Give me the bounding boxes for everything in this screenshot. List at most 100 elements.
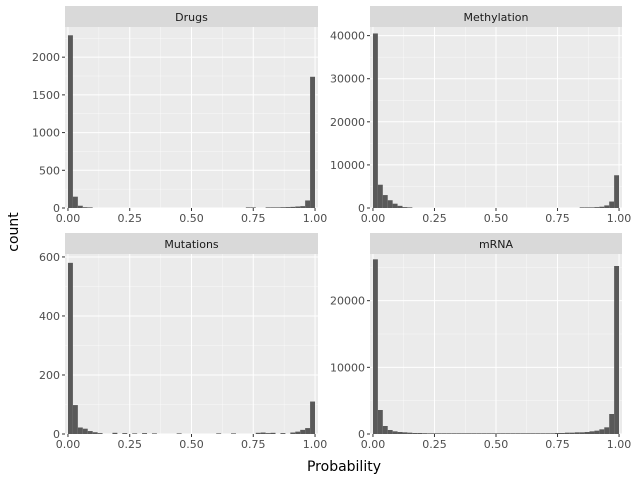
x-tick-label: 0.75 [241, 438, 266, 451]
x-tick-label: 0.75 [545, 438, 570, 451]
histogram-bar [584, 432, 590, 434]
facet-strip [65, 6, 318, 27]
facet-mrna: mRNA 0 10000 20000 0.00 0.25 0.50 0.75 1.00 [330, 233, 631, 451]
histogram-bar [377, 410, 383, 434]
x-tick-label: 0.50 [179, 212, 204, 225]
histogram-bar [392, 431, 398, 434]
histogram-bar [260, 432, 266, 434]
y-tick-label: 0 [53, 202, 60, 215]
histogram-bar [422, 433, 428, 434]
histogram-bars [67, 262, 316, 434]
histogram-bar [579, 432, 585, 434]
facet-strip-label: Drugs [175, 11, 208, 24]
x-tick-label: 0.75 [241, 212, 266, 225]
histogram-bar [545, 433, 551, 434]
histogram-bar [280, 433, 286, 434]
histogram-bar [387, 200, 393, 208]
histogram-bar [520, 433, 526, 434]
facet-strip [65, 233, 318, 254]
histogram-bar [250, 207, 256, 208]
x-tick-label: 0.25 [117, 438, 142, 451]
x-tick-label: 1.00 [607, 212, 632, 225]
x-tick-label: 0.00 [361, 438, 386, 451]
facet-strip [370, 233, 622, 254]
histogram-bar [280, 207, 286, 208]
histogram-bar [599, 429, 605, 434]
histogram-bar [481, 433, 487, 434]
histogram-bar [382, 195, 388, 208]
histogram-bar [67, 262, 73, 434]
histogram-bar [295, 431, 301, 434]
histogram-bar [486, 433, 492, 434]
x-tick-label: 1.00 [303, 438, 328, 451]
histogram-bar [72, 196, 78, 208]
histogram-bar [407, 207, 413, 208]
histogram-bar [550, 433, 556, 434]
x-tick-label: 0.75 [545, 212, 570, 225]
histogram-bar [82, 207, 88, 208]
histogram-bar [466, 433, 472, 434]
histogram-bar [412, 433, 418, 434]
histogram-bar [255, 432, 261, 434]
histogram-bar [451, 433, 457, 434]
facet-strip-label: Mutations [164, 238, 219, 251]
histogram-bar [67, 35, 73, 208]
y-tick-label: 20000 [330, 295, 365, 308]
histogram-bar [87, 207, 93, 208]
histogram-bar [564, 432, 570, 434]
y-tick-label: 0 [358, 428, 365, 441]
y-tick-label: 10000 [330, 159, 365, 172]
y-tick-label: 500 [39, 164, 60, 177]
facet-mutations: Mutations 0 200 400 600 0.00 0.25 0.50 0.75 1.00 [39, 233, 327, 451]
histogram-bar [476, 433, 482, 434]
histogram-bar [270, 207, 276, 208]
histogram-bar [92, 432, 98, 434]
histogram-bar [599, 206, 605, 208]
histogram-bar [505, 433, 511, 434]
histogram-bar [574, 432, 580, 434]
histogram-bar [372, 259, 378, 434]
histogram-bar [295, 206, 301, 208]
histogram-bar [300, 429, 306, 434]
histogram-bar [579, 207, 585, 208]
histogram-bar [589, 207, 595, 208]
histogram-bar [535, 433, 541, 434]
histogram-bars [67, 35, 316, 209]
histogram-bar [372, 33, 378, 208]
histogram-bar [72, 405, 78, 434]
histogram-bar [285, 207, 291, 208]
facet-strip-label: mRNA [479, 238, 514, 251]
histogram-bar [614, 266, 620, 434]
histogram-bars [372, 259, 620, 434]
histogram-bar [515, 433, 521, 434]
facet-methylation: Methylation 0 10000 20000 30000 40000 0.00 0.25… [330, 6, 631, 225]
histogram-bar [270, 432, 276, 434]
histogram-bar [82, 428, 88, 434]
histogram-bar [407, 432, 413, 434]
y-tick-label: 0 [53, 428, 60, 441]
histogram-bar [510, 433, 516, 434]
histogram-bar [540, 433, 546, 434]
histogram-bar [87, 431, 93, 434]
histogram-bar [594, 207, 600, 208]
histogram-bar [456, 433, 462, 434]
x-tick-label: 0.25 [422, 212, 447, 225]
y-tick-label: 0 [358, 202, 365, 215]
histogram-bar [305, 200, 311, 208]
y-axis-title: count [6, 212, 22, 252]
histogram-bar [176, 433, 182, 434]
y-tick-label: 20000 [330, 116, 365, 129]
histogram-bar [310, 76, 316, 209]
y-tick-label: 400 [39, 310, 60, 323]
histogram-bar [589, 431, 595, 434]
histogram-bar [594, 430, 600, 434]
x-tick-label: 0.50 [179, 438, 204, 451]
histogram-bar [77, 427, 83, 434]
histogram-bar [609, 201, 615, 208]
x-tick-label: 0.25 [117, 212, 142, 225]
x-axis-title: Probability [307, 459, 381, 475]
histogram-bar [245, 207, 251, 208]
y-tick-label: 2000 [32, 51, 60, 64]
x-tick-label: 0.00 [56, 212, 81, 225]
histogram-bar [461, 433, 467, 434]
